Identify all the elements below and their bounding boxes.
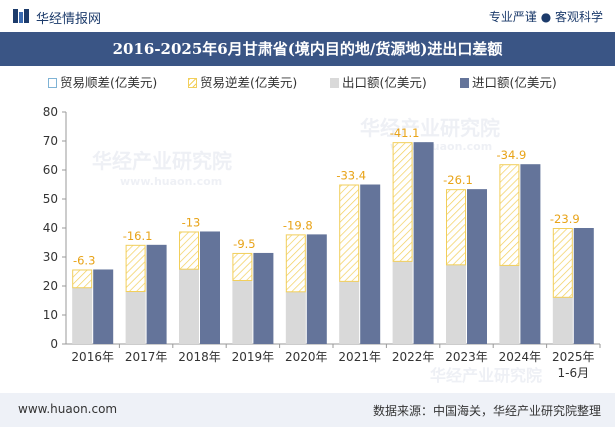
chart-legend: 贸易顺差(亿美元) 贸易逆差(亿美元) 出口额(亿美元) 进口额(亿美元)	[0, 73, 615, 93]
x-tick-label: 2019年	[232, 350, 275, 364]
x-tick-label: 2023年	[445, 350, 488, 364]
import-bar	[573, 228, 594, 344]
import-bar	[146, 244, 167, 344]
export-bar	[339, 281, 360, 344]
legend-label-deficit: 贸易逆差(亿美元)	[200, 75, 298, 90]
export-bar	[499, 265, 520, 344]
deficit-data-label: -6.3	[73, 253, 95, 267]
export-bar	[72, 287, 93, 344]
export-bar	[125, 291, 146, 344]
deficit-data-label: -19.8	[283, 218, 313, 232]
x-tick-label: 2022年	[392, 350, 435, 364]
y-tick-label: 20	[43, 279, 58, 293]
y-tick-label: 30	[43, 250, 58, 264]
deficit-data-label: -41.1	[390, 126, 420, 140]
x-tick-label: 2021年	[338, 350, 381, 364]
legend-swatch-export	[330, 78, 339, 88]
x-tick-label: 2016年	[71, 350, 114, 364]
legend-label-surplus: 贸易顺差(亿美元)	[60, 75, 158, 90]
export-bar	[392, 261, 413, 344]
title-bar: 2016-2025年6月甘肃省(境内目的地/货源地)进出口差额	[0, 32, 615, 66]
deficit-data-label: -33.4	[336, 169, 366, 183]
deficit-data-label: -34.9	[497, 148, 527, 162]
deficit-bar	[446, 189, 466, 266]
y-tick-label: 60	[43, 163, 58, 177]
export-bar	[179, 269, 199, 344]
huajing-logo-icon	[13, 9, 29, 23]
deficit-data-label: -13	[182, 215, 201, 229]
y-tick-label: 70	[43, 134, 58, 148]
x-tick-label: 2018年	[178, 350, 221, 364]
chart-title: 2016-2025年6月甘肃省(境内目的地/货源地)进出口差额	[112, 40, 503, 58]
export-bar	[285, 291, 306, 344]
deficit-bar	[392, 142, 413, 262]
deficit-bar	[339, 184, 360, 282]
footer-url: www.huaon.com	[18, 402, 118, 416]
import-bar	[467, 189, 487, 344]
tagline: 专业严谨 ● 客观科学	[488, 10, 603, 24]
legend-label-export: 出口额(亿美元)	[342, 75, 427, 90]
x-tick-label: 2020年	[285, 350, 328, 364]
deficit-bar	[179, 231, 199, 270]
legend-label-import: 进口额(亿美元)	[472, 75, 557, 90]
deficit-data-label: -16.1	[123, 229, 153, 243]
import-bar	[306, 234, 327, 344]
bar-chart: 0 10 20 30 40 50 60 70 80 -6.3 2016年 -16.1 2017年 -13 2…	[43, 105, 601, 380]
import-bar	[520, 164, 541, 344]
x-tick-sublabel: 1-6月	[557, 366, 589, 380]
import-bar	[413, 142, 434, 344]
footer-source: 数据来源：中国海关，华经产业研究院整理	[372, 404, 601, 418]
deficit-bar	[285, 234, 306, 293]
y-tick-label: 40	[43, 221, 58, 235]
deficit-bar	[499, 164, 520, 266]
import-bar	[200, 231, 220, 344]
import-bar	[360, 184, 381, 344]
export-bar	[552, 297, 573, 344]
y-tick-label: 50	[43, 192, 58, 206]
deficit-bar	[72, 269, 93, 289]
legend-swatch-import	[460, 78, 469, 88]
deficit-data-label: -26.1	[443, 173, 473, 187]
export-bar	[232, 280, 253, 344]
legend-swatch-surplus	[48, 78, 57, 88]
deficit-bar	[125, 244, 146, 293]
y-tick-label: 10	[43, 308, 58, 322]
footer: www.huaon.com 数据来源：中国海关，华经产业研究院整理	[0, 393, 615, 427]
deficit-data-label: -9.5	[233, 237, 255, 251]
deficit-data-label: -23.9	[550, 212, 580, 226]
legend-swatch-deficit	[188, 78, 197, 88]
x-tick-label: 2024年	[499, 350, 542, 364]
deficit-bar	[232, 252, 253, 281]
export-bar	[446, 264, 466, 344]
y-tick-label: 0	[50, 337, 58, 351]
x-tick-label: 2025年	[552, 350, 595, 364]
brand-name: 华经情报网	[36, 12, 102, 27]
top-bar: 华经情报网 专业严谨 ● 客观科学	[0, 0, 615, 32]
import-bar	[93, 269, 114, 344]
x-tick-label: 2017年	[125, 350, 168, 364]
y-tick-label: 80	[43, 105, 58, 119]
deficit-bar	[552, 228, 573, 298]
import-bar	[253, 252, 274, 344]
